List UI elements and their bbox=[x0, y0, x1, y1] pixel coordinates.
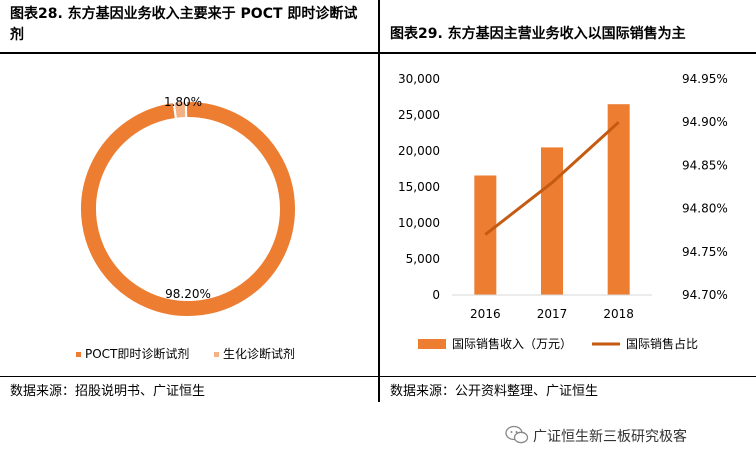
y-right-tick-label: 94.95% bbox=[682, 72, 728, 86]
legend-swatch-0 bbox=[76, 352, 81, 357]
y-right-tick-label: 94.80% bbox=[682, 202, 728, 216]
x-tick-label: 2016 bbox=[470, 307, 501, 321]
legend-label-0: POCT即时诊断试剂 bbox=[85, 346, 189, 361]
right-panel: 图表29. 东方基因主营业务收入以国际销售为主 0 5,000 10,000 15,0… bbox=[380, 0, 756, 402]
y-left-tick-label: 30,000 bbox=[398, 72, 440, 86]
donut-slice-poct bbox=[78, 100, 297, 318]
left-title-rule bbox=[0, 52, 378, 54]
legend-swatch-bar bbox=[418, 339, 446, 349]
bar-2017 bbox=[541, 147, 563, 295]
right-figure-title: 图表29. 东方基因主营业务收入以国际销售为主 bbox=[390, 26, 686, 42]
y-left-tick-label: 15,000 bbox=[398, 180, 440, 194]
y-left-tick-label: 25,000 bbox=[398, 108, 440, 122]
right-source-text: 数据来源：公开资料整理、广证恒生 bbox=[390, 384, 599, 399]
panel-divider bbox=[378, 0, 380, 402]
left-figure-title: 图表28. 东方基因业务收入主要来于 POCT 即时诊断试剂 bbox=[10, 6, 358, 43]
y-left-tick-label: 20,000 bbox=[398, 144, 440, 158]
y-left-tick-label: 10,000 bbox=[398, 216, 440, 230]
y-right-tick-label: 94.70% bbox=[682, 288, 728, 302]
donut-slice-biochem bbox=[172, 100, 188, 120]
bar-2016 bbox=[474, 175, 497, 295]
donut-label-poct: 98.20% bbox=[165, 287, 211, 301]
legend-label-line: 国际销售占比 bbox=[626, 336, 698, 351]
y-right-tick-label: 94.90% bbox=[682, 115, 728, 129]
watermark-text: 广证恒生新三板研究极客 bbox=[533, 429, 687, 445]
y-left-tick-label: 0 bbox=[432, 288, 440, 302]
left-source-rule bbox=[0, 376, 378, 377]
wechat-icon bbox=[505, 425, 529, 444]
y-left-tick-label: 5,000 bbox=[406, 252, 440, 266]
right-source-rule bbox=[380, 376, 756, 377]
donut-chart: 98.20% 1.80% POCT即时诊断试剂 生化诊断试剂 bbox=[76, 95, 297, 361]
legend-label-1: 生化诊断试剂 bbox=[223, 346, 295, 361]
y-right-tick-label: 94.85% bbox=[682, 158, 728, 172]
combo-chart: 0 5,000 10,000 15,000 20,000 25,000 30,000 94.7… bbox=[398, 72, 728, 351]
left-panel: 图表28. 东方基因业务收入主要来于 POCT 即时诊断试剂 98.20% 1.8… bbox=[0, 0, 378, 402]
right-title-rule bbox=[380, 52, 756, 54]
left-source-text: 数据来源：招股说明书、广证恒生 bbox=[10, 384, 206, 399]
x-tick-label: 2018 bbox=[603, 307, 634, 321]
x-tick-label: 2017 bbox=[537, 307, 568, 321]
bar-2018 bbox=[607, 104, 630, 295]
line-intl-ratio bbox=[484, 121, 620, 236]
y-right-tick-label: 94.75% bbox=[682, 245, 728, 259]
legend-swatch-1 bbox=[214, 352, 219, 357]
donut-label-biochem: 1.80% bbox=[164, 95, 202, 109]
legend-label-bar: 国际销售收入（万元） bbox=[452, 336, 572, 351]
